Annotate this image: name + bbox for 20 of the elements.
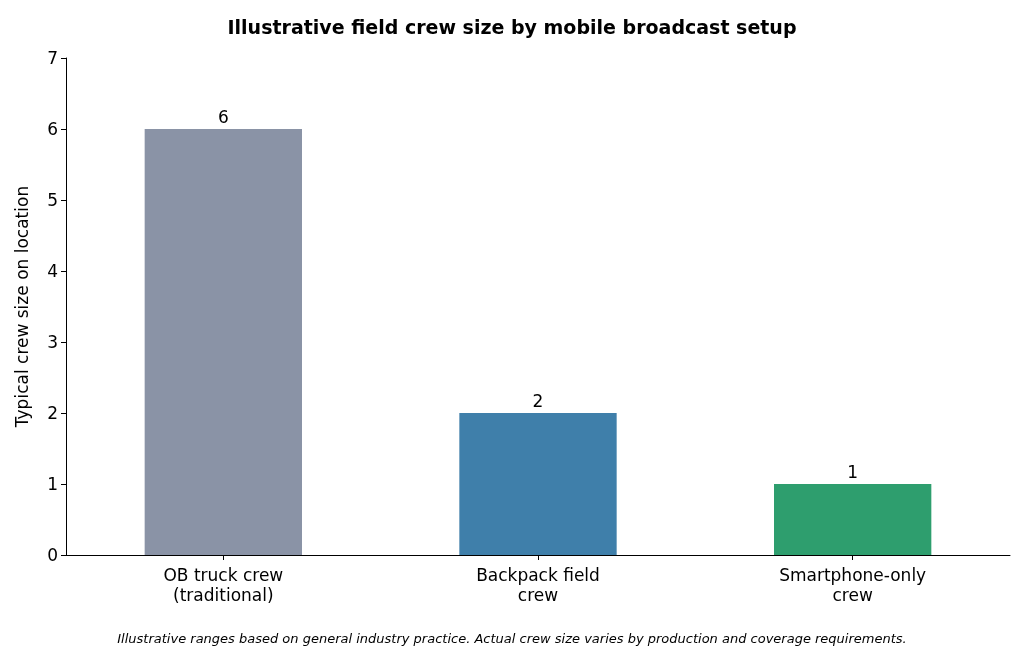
bar xyxy=(459,413,617,555)
bar xyxy=(144,129,302,555)
y-tick-label: 1 xyxy=(47,474,58,494)
x-tick-label: OB truck crew (traditional) xyxy=(163,565,284,605)
y-tick-label: 5 xyxy=(47,190,58,210)
y-tick-label: 7 xyxy=(47,48,58,68)
x-tick-label: Smartphone-only crew xyxy=(779,565,927,605)
y-axis-title: Typical crew size on location xyxy=(11,185,32,429)
data-label: 6 xyxy=(217,106,229,127)
y-tick-label: 0 xyxy=(47,545,58,565)
y-tick-label: 2 xyxy=(47,403,58,423)
y-tick-label: 6 xyxy=(47,119,58,139)
chart-title: Illustrative field crew size by mobile broadcast setup xyxy=(227,15,797,38)
bar xyxy=(774,484,932,555)
data-label: 2 xyxy=(532,390,544,411)
y-tick-label: 4 xyxy=(47,261,58,281)
x-tick-label: Backpack field crew xyxy=(476,565,600,605)
y-tick-label: 3 xyxy=(47,332,58,352)
data-label: 1 xyxy=(847,461,859,482)
text: Illustrative ranges based on general industry practice. Actual crew size varies by production and coverage requirements. xyxy=(117,631,907,646)
